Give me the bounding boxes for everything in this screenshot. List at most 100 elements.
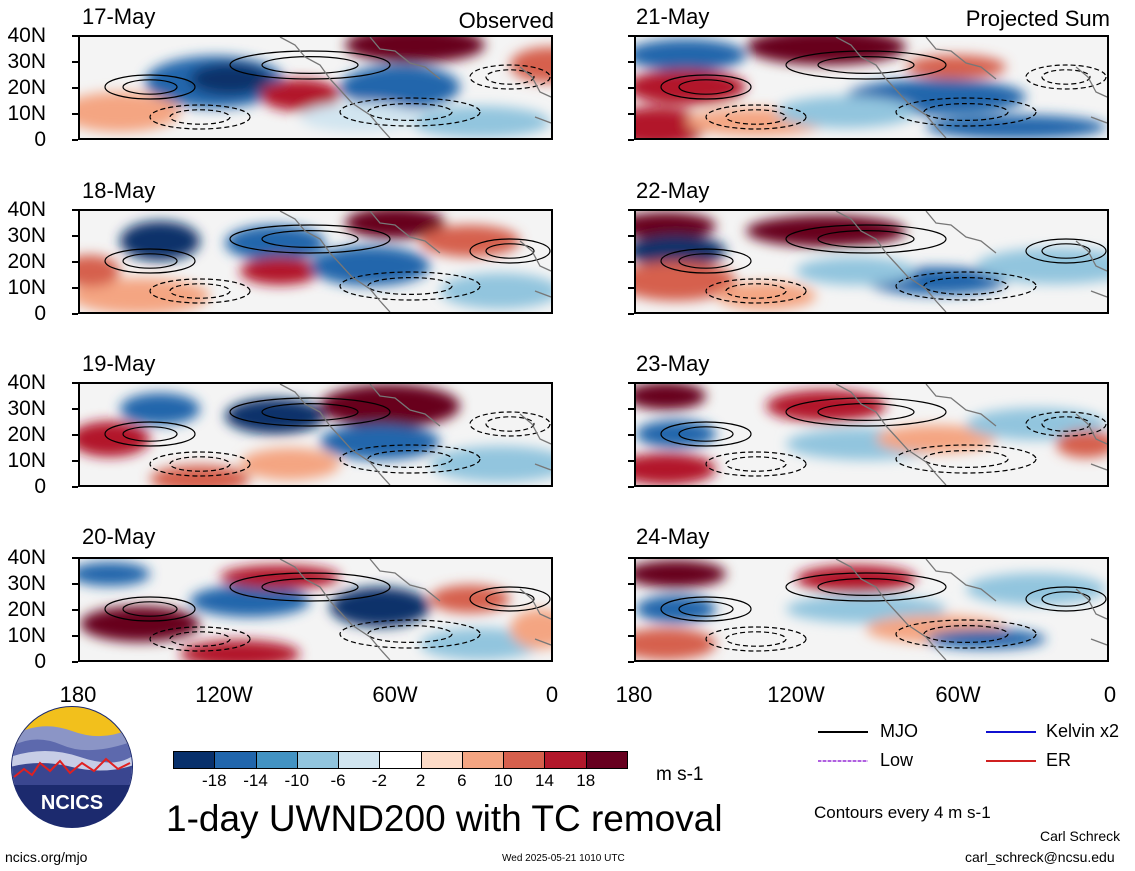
contour-line (229, 224, 391, 254)
y-tick-mark (628, 35, 634, 37)
contour-line (725, 456, 787, 472)
x-tick-label: 120W (767, 682, 825, 707)
y-tick-mark (628, 434, 634, 436)
footer-url: ncics.org/mjo (5, 849, 88, 865)
anomaly-blob (300, 102, 420, 132)
footer-timestamp: Wed 2025-05-21 1010 UTC (502, 853, 625, 864)
anomaly-blob (80, 421, 150, 457)
contour-line (923, 276, 1009, 295)
panel-date: 22-May (636, 178, 710, 203)
y-tick-label: 30N (7, 572, 46, 595)
y-tick-mark (72, 609, 78, 611)
anomaly-blob (876, 425, 996, 453)
contour-line (339, 444, 481, 474)
contour-line (261, 230, 359, 248)
y-tick-mark (72, 635, 78, 637)
legend-line-kelvin (986, 731, 1036, 733)
y-tick-mark (628, 113, 634, 115)
y-tick-mark (72, 87, 78, 89)
contour-line (1025, 238, 1107, 264)
map-plot (634, 209, 1109, 314)
anomaly-blob (80, 562, 150, 586)
anomaly-blob (320, 384, 460, 428)
anomaly-blob (80, 606, 200, 642)
contour-line (678, 253, 734, 269)
colorbar-cell (420, 751, 463, 769)
y-tick-mark (628, 209, 634, 211)
y-tick-mark (72, 235, 78, 237)
y-tick-label: 10N (7, 102, 46, 125)
colorbar-cell (503, 751, 546, 769)
contour-line (895, 444, 1037, 474)
observed-label: Observed (458, 8, 554, 33)
colorbar-label: 6 (457, 771, 467, 790)
contour-line (705, 626, 807, 652)
anomaly-blob (636, 212, 716, 240)
y-tick-label: 10N (7, 624, 46, 647)
contour-line (1025, 64, 1107, 90)
y-tick-label: 30N (7, 397, 46, 420)
contour-line (485, 69, 535, 85)
map-canvas (80, 559, 551, 660)
anomaly-blob (966, 573, 1106, 605)
anomaly-blob (926, 629, 1046, 649)
y-tick-mark (628, 87, 634, 89)
y-tick-label: 10N (7, 276, 46, 299)
y-tick-label: 0 (34, 650, 46, 673)
anomaly-blob (636, 261, 736, 301)
map-canvas (80, 211, 551, 312)
map-plot (634, 382, 1109, 487)
contour-line (817, 403, 915, 421)
contour-line (1025, 586, 1107, 612)
coastline (835, 211, 1107, 312)
colorbar-label: 10 (493, 771, 513, 790)
contour-line (923, 102, 1009, 121)
anomaly-blob (636, 420, 716, 448)
anomaly-blob (510, 47, 551, 83)
contour-line (895, 271, 1037, 301)
anomaly-blob (180, 640, 300, 660)
map-plot (78, 557, 553, 662)
y-tick-label: 40N (7, 371, 46, 394)
colorbar-label: -18 (201, 771, 227, 790)
anomaly-blob (636, 628, 716, 660)
y-tick-mark (628, 486, 634, 488)
anomaly-blob (926, 115, 1106, 138)
map-canvas (80, 37, 551, 138)
y-tick-label: 20N (7, 250, 46, 273)
colorbar-label: -10 (284, 771, 310, 790)
anomaly-blob (440, 273, 551, 309)
colorbar-cell (296, 751, 340, 769)
y-tick-mark (628, 261, 634, 263)
contour-line (678, 79, 734, 95)
contour-line (485, 416, 535, 432)
colorbar-cell (461, 751, 505, 769)
colorbar-label: 2 (415, 771, 426, 790)
y-tick-label: 20N (7, 598, 46, 621)
x-tick-label: 180 (59, 682, 97, 707)
contour-line (169, 109, 231, 125)
contour-line (1025, 411, 1107, 437)
contour-line (923, 624, 1009, 643)
y-tick-label: 30N (7, 224, 46, 247)
contour-line (660, 596, 752, 622)
coastline (279, 211, 551, 312)
contour-line (122, 79, 178, 95)
contour-line (1041, 416, 1091, 432)
contour-line (229, 397, 391, 427)
y-tick-mark (628, 583, 634, 585)
x-tick-label: 60W (935, 682, 981, 707)
anomaly-blob (410, 106, 550, 138)
colorbar-cell (544, 751, 587, 769)
anomaly-blob (636, 595, 716, 623)
contour-line (725, 109, 787, 125)
y-tick-mark (72, 434, 78, 436)
y-tick-label: 0 (34, 128, 46, 151)
contour-line (261, 403, 359, 421)
map-plot (78, 209, 553, 314)
contour-line (725, 283, 787, 299)
anomaly-blob (220, 565, 340, 589)
panel-date: 24-May (636, 524, 710, 549)
y-tick-mark (628, 635, 634, 637)
y-tick-label: 20N (7, 423, 46, 446)
